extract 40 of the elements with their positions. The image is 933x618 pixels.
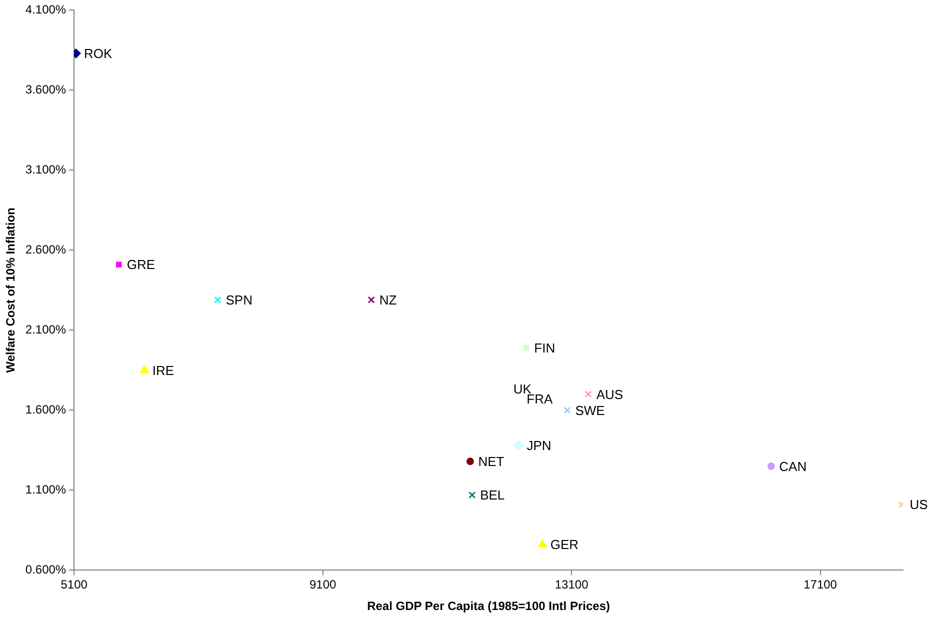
point	[538, 540, 547, 548]
y-tick-label: 2.100%	[25, 322, 66, 337]
point	[564, 406, 571, 414]
series-label: NZ	[379, 292, 397, 308]
point	[514, 440, 524, 450]
point	[523, 344, 530, 351]
series-label: NET	[478, 454, 504, 469]
series-label: SPN	[226, 292, 252, 308]
y-tick-label: 4.100%	[25, 2, 66, 17]
point	[116, 262, 122, 268]
point	[584, 390, 592, 398]
series-label: US	[910, 497, 928, 512]
point	[214, 296, 222, 304]
y-tick-label: 3.100%	[25, 162, 66, 177]
series-label: FIN	[534, 340, 556, 356]
y-tick-label: 0.600%	[25, 562, 66, 577]
y-axis-title: Welfare Cost of 10% Inflation	[4, 208, 18, 373]
point	[140, 365, 149, 373]
series-label: SWE	[575, 402, 606, 418]
point	[468, 491, 476, 499]
series-label: IRE	[152, 362, 174, 378]
x-tick-label: 5100	[60, 578, 88, 592]
series-label: ROK	[84, 46, 112, 61]
y-tick-label: 1.600%	[25, 402, 66, 417]
series-label: AUS	[596, 386, 624, 402]
series-label: GRE	[126, 257, 156, 272]
y-tick-label: 3.600%	[25, 82, 66, 97]
point	[767, 462, 775, 470]
y-tick-label: 2.600%	[25, 242, 66, 257]
x-tick-label: 17100	[804, 578, 838, 592]
x-tick-label: 13100	[554, 578, 589, 592]
series-label: CAN	[779, 458, 807, 474]
x-axis-title: Real GDP Per Capita (1985=100 Intl Prices)	[367, 599, 610, 614]
series-label: BEL	[480, 488, 505, 503]
y-tick-label: 1.100%	[25, 482, 66, 497]
series-label: GER	[550, 537, 579, 552]
point	[368, 296, 375, 304]
series-label: JPN	[526, 438, 552, 453]
point	[466, 458, 474, 466]
x-tick-label: 9100	[309, 578, 336, 592]
